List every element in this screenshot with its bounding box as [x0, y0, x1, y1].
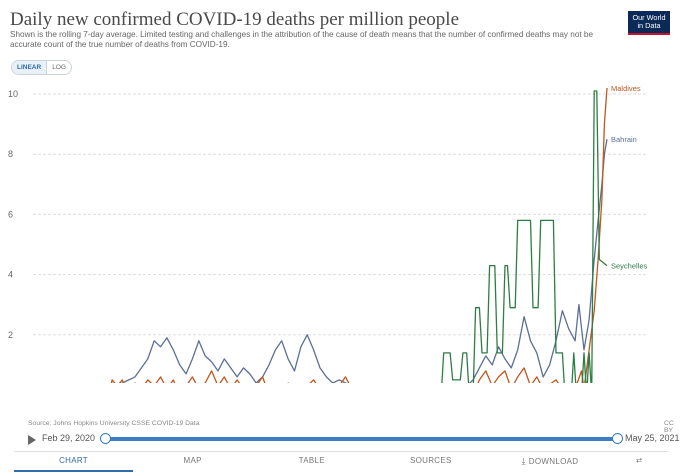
- chart-subtitle: Shown is the rolling 7-day average. Limi…: [10, 30, 594, 49]
- y-tick-label: 2: [8, 330, 13, 340]
- y-tick-label: 4: [8, 270, 13, 280]
- y-tick-label: 6: [8, 209, 13, 219]
- owid-logo[interactable]: Our World in Data: [628, 11, 670, 35]
- tab-download[interactable]: ⤓ DOWNLOAD: [490, 452, 609, 472]
- series-label-bahrain: Bahrain: [611, 135, 637, 144]
- y-tick-label: 10: [8, 89, 18, 99]
- line-chart[interactable]: 0246810Mar 1, 2020Apr 30, 2020Aug 8, 202…: [0, 80, 683, 410]
- share-icon: ⮂: [635, 456, 643, 465]
- license-label[interactable]: CC BY: [664, 420, 674, 434]
- tab-bar: CHART MAP TABLE SOURCES ⤓ DOWNLOAD ⮂: [14, 451, 669, 472]
- tab-map[interactable]: MAP: [183, 456, 202, 465]
- timeline-start-handle[interactable]: [100, 433, 111, 444]
- linear-scale-button[interactable]: LINEAR: [12, 61, 48, 74]
- tab-chart[interactable]: CHART: [14, 452, 134, 472]
- series-label-maldives: Maldives: [611, 84, 641, 93]
- log-scale-button[interactable]: LOG: [52, 64, 66, 71]
- timeline-start-date: Feb 29, 2020: [42, 433, 96, 443]
- play-icon[interactable]: [28, 435, 36, 445]
- series-line-seychelles: [33, 90, 608, 396]
- series-line-maldives: [33, 87, 608, 396]
- chart-title: Daily new confirmed COVID-19 deaths per …: [10, 9, 460, 30]
- timeline: Feb 29, 2020 May 25, 2021: [28, 433, 683, 447]
- scale-toggle: LINEAR LOG: [11, 60, 72, 75]
- series-line-bahrain: [33, 139, 608, 396]
- timeline-end-handle[interactable]: [612, 433, 623, 444]
- logo-line-2: in Data: [637, 21, 661, 30]
- source-note[interactable]: Source: Johns Hopkins University CSSE CO…: [28, 420, 200, 427]
- tab-table[interactable]: TABLE: [298, 456, 325, 465]
- controls-footer: [0, 383, 683, 474]
- y-tick-label: 8: [8, 149, 13, 159]
- series-label-seychelles: Seychelles: [611, 262, 648, 271]
- download-icon: ⤓: [521, 456, 526, 466]
- tab-download-label: DOWNLOAD: [528, 457, 579, 466]
- timeline-track[interactable]: [105, 437, 618, 441]
- logo-line-1: Our World: [632, 13, 666, 22]
- timeline-end-date: May 25, 2021: [625, 433, 680, 443]
- share-button[interactable]: ⮂: [609, 452, 669, 472]
- tab-sources[interactable]: SOURCES: [409, 456, 452, 465]
